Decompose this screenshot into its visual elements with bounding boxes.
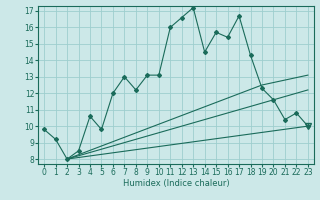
X-axis label: Humidex (Indice chaleur): Humidex (Indice chaleur) (123, 179, 229, 188)
